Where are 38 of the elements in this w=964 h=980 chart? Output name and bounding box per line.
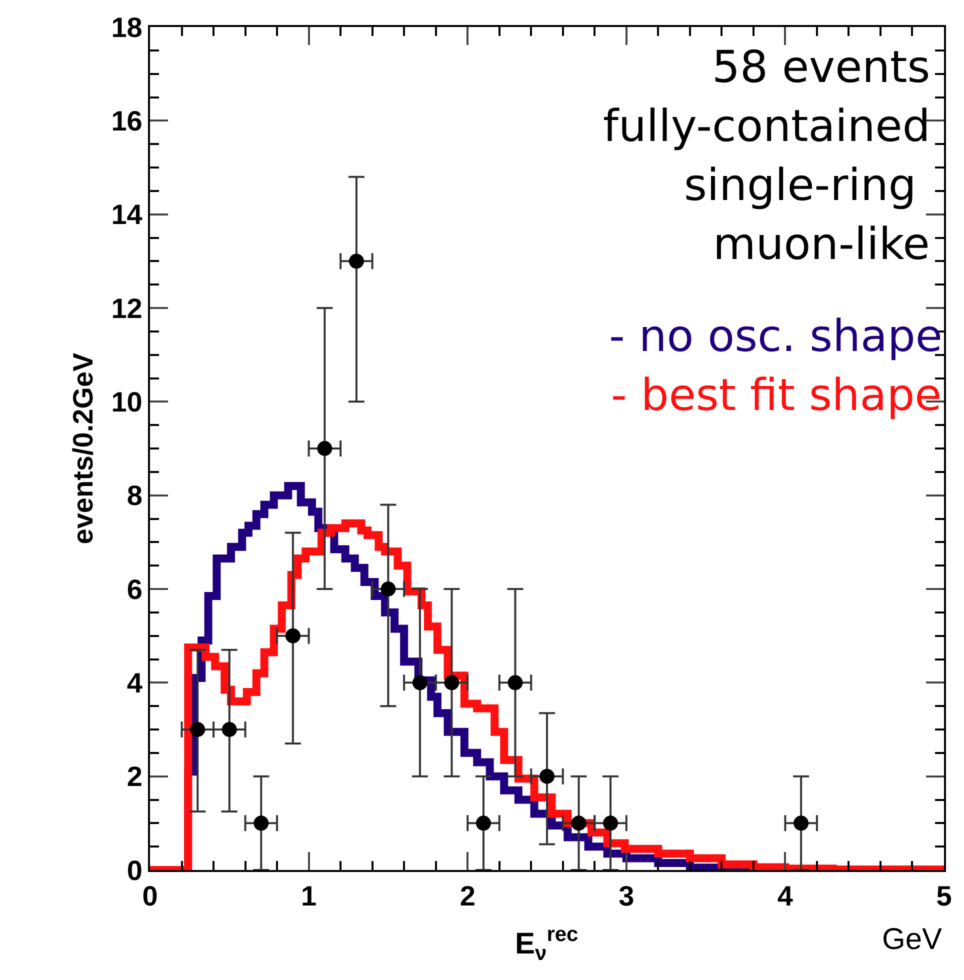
point <box>603 816 618 831</box>
annotation: fully-contained <box>603 101 930 152</box>
point <box>348 254 364 269</box>
point <box>540 768 554 784</box>
y-axis-title: events/0.2GeV <box>67 352 98 544</box>
point <box>794 816 809 831</box>
y-tick-label: 16 <box>111 105 142 136</box>
y-tick-label: 10 <box>111 386 142 418</box>
annotation: single-ring <box>684 160 930 211</box>
point <box>254 816 269 831</box>
y-tick-label: 8 <box>126 480 142 512</box>
point <box>476 816 491 831</box>
point <box>412 675 428 690</box>
y-tick-label: 6 <box>126 574 142 605</box>
point <box>444 675 460 690</box>
point <box>380 582 396 596</box>
y-tick-label: 18 <box>111 12 142 43</box>
y-tick-label: 12 <box>111 292 142 324</box>
text: - best fit shape <box>611 370 942 421</box>
point <box>571 816 586 831</box>
point <box>508 675 523 690</box>
x-tick-label: 3 <box>618 880 634 912</box>
point <box>222 722 237 737</box>
x-tick-label: 1 <box>301 880 317 912</box>
x-tick-label: 4 <box>777 880 794 912</box>
y-tick-label: 2 <box>126 761 142 792</box>
point <box>285 628 300 644</box>
y-tick-label: 0 <box>126 854 142 886</box>
annotation: 58 events <box>712 42 930 93</box>
y-tick-label: 14 <box>111 199 143 230</box>
text: GeV <box>882 923 942 956</box>
text: - no osc. shape <box>609 311 942 362</box>
point <box>190 722 206 737</box>
x-tick-label: 2 <box>460 880 476 912</box>
x-tick-label: 5 <box>936 880 952 912</box>
annotation: muon-like <box>713 219 930 270</box>
y-tick-label: 4 <box>126 667 143 698</box>
point <box>317 441 332 456</box>
